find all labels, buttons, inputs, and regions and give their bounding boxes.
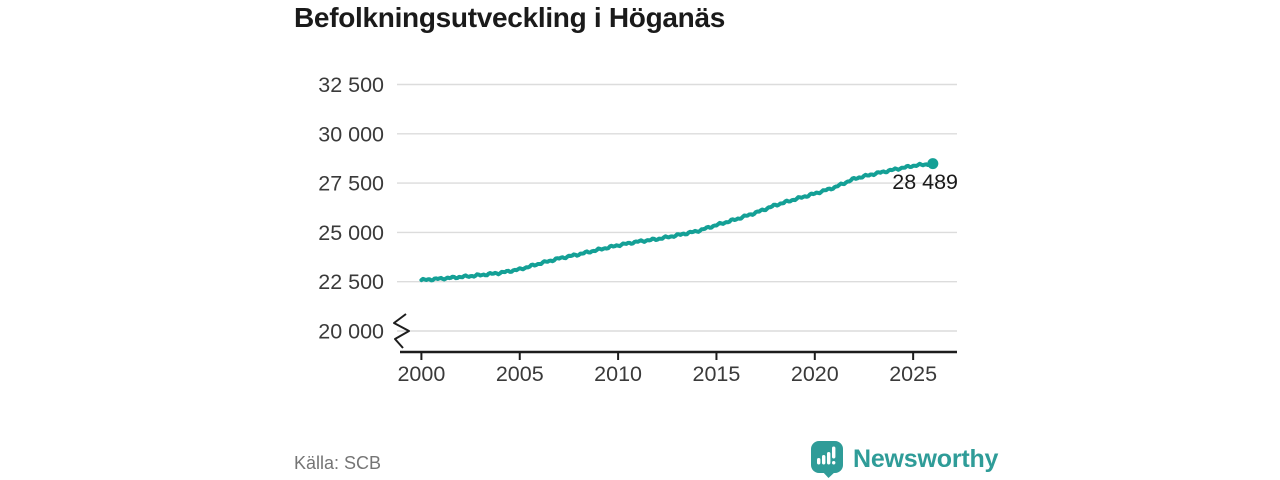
axis-break-icon xyxy=(393,313,410,349)
newsworthy-logo-icon xyxy=(811,441,843,478)
y-tick-label: 32 500 xyxy=(318,73,384,97)
y-tick-label: 22 500 xyxy=(318,270,384,294)
y-tick-label: 25 000 xyxy=(318,221,384,245)
x-tick-label: 2025 xyxy=(889,362,937,386)
end-point-label: 28 489 xyxy=(892,170,958,194)
source-note: Källa: SCB xyxy=(294,453,382,473)
x-tick-label: 2010 xyxy=(594,362,642,386)
y-tick-label: 27 500 xyxy=(318,172,384,196)
newsworthy-logo: Newsworthy xyxy=(810,440,998,478)
newsworthy-logo-text: Newsworthy xyxy=(853,444,999,473)
y-tick-label: 20 000 xyxy=(318,320,384,344)
x-tick-label: 2000 xyxy=(397,362,445,386)
x-tick-label: 2015 xyxy=(693,362,741,386)
population-line xyxy=(419,160,935,283)
x-tick-label: 2005 xyxy=(496,362,544,386)
end-point-dot xyxy=(927,158,939,170)
y-tick-label: 30 000 xyxy=(318,122,384,146)
x-tick-label: 2020 xyxy=(791,362,839,386)
chart-title: Befolkningsutveckling i Höganäs xyxy=(294,2,726,33)
